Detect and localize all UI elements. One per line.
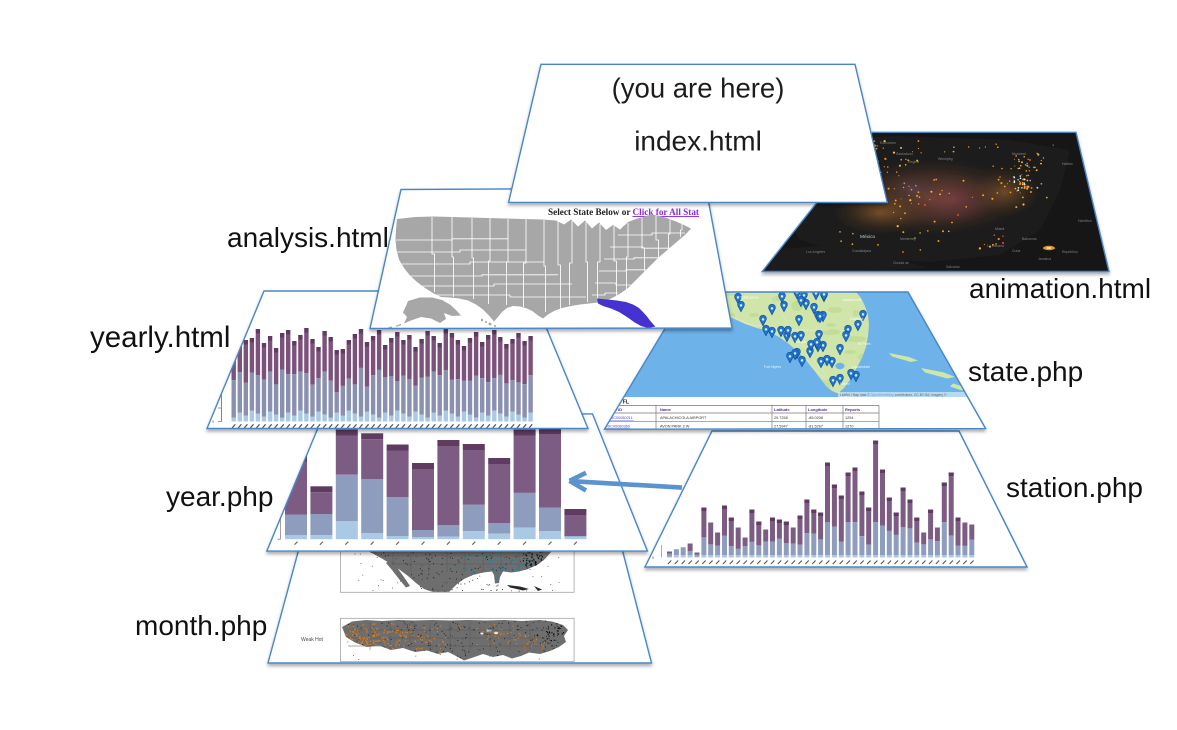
svg-text:0: 0 bbox=[212, 419, 215, 424]
svg-text:Montreal: Montreal bbox=[1012, 152, 1026, 156]
svg-text:Select State Below or Click fo: Select State Below or Click for All Stat bbox=[548, 207, 700, 217]
svg-text:(you are here): (you are here) bbox=[612, 73, 785, 104]
svg-text:Name: Name bbox=[660, 407, 672, 412]
svg-text:Leaflet | Map data © OpenStree: Leaflet | Map data © OpenStreetMap contr… bbox=[840, 393, 947, 397]
svg-text:Miami: Miami bbox=[840, 382, 850, 386]
svg-text:Guadalajara: Guadalajara bbox=[852, 249, 871, 253]
svg-text:AVON PARK 2 W: AVON PARK 2 W bbox=[660, 424, 690, 428]
svg-text:México: México bbox=[860, 234, 876, 240]
svg-text:Tallahassee: Tallahassee bbox=[740, 296, 759, 300]
svg-text:Lauderdale: Lauderdale bbox=[852, 365, 870, 369]
svg-text:Halifax: Halifax bbox=[1062, 162, 1073, 166]
svg-text:-85.0208: -85.0208 bbox=[808, 416, 823, 420]
svg-text:República: República bbox=[1062, 250, 1078, 254]
svg-text:Miami: Miami bbox=[995, 227, 1005, 231]
svg-text:1254: 1254 bbox=[845, 416, 853, 420]
svg-text:USC00080369: USC00080369 bbox=[605, 424, 630, 428]
svg-text:Cuba: Cuba bbox=[1012, 249, 1020, 253]
svg-text:-81.5267: -81.5267 bbox=[808, 424, 823, 428]
svg-text:Saskatoon: Saskatoon bbox=[896, 152, 913, 156]
svg-text:Los Angeles: Los Angeles bbox=[806, 250, 825, 254]
svg-text:Monterrey: Monterrey bbox=[900, 237, 916, 241]
svg-text:1270: 1270 bbox=[845, 424, 853, 428]
svg-text:state.php: state.php bbox=[968, 356, 1083, 387]
svg-text:Daytona: Daytona bbox=[850, 317, 863, 321]
svg-text:USC00080211.: USC00080211. bbox=[608, 416, 634, 420]
svg-text:animation.html: animation.html bbox=[969, 273, 1151, 304]
svg-text:Ciudad de: Ciudad de bbox=[893, 261, 909, 265]
svg-text:27.5947: 27.5947 bbox=[774, 424, 788, 428]
svg-text:Edmonton: Edmonton bbox=[880, 141, 896, 145]
svg-text:APALACHICOLA AIRPORT: APALACHICOLA AIRPORT bbox=[660, 416, 707, 420]
svg-text:Bahamas: Bahamas bbox=[1022, 237, 1037, 241]
svg-text:La Habana: La Habana bbox=[987, 244, 1004, 248]
svg-text:Jacksonville: Jacksonville bbox=[842, 298, 861, 302]
svg-text:Tampa: Tampa bbox=[795, 340, 806, 344]
svg-text:yearly.html: yearly.html bbox=[90, 321, 230, 354]
svg-text:Weak Hot: Weak Hot bbox=[301, 637, 323, 643]
svg-text:analysis.html: analysis.html bbox=[227, 222, 389, 253]
svg-text:Fort Myers: Fort Myers bbox=[764, 365, 781, 369]
svg-text:index.html: index.html bbox=[634, 126, 762, 157]
svg-text:month.php: month.php bbox=[135, 610, 267, 641]
svg-text:Hamilton: Hamilton bbox=[1078, 219, 1092, 223]
svg-text:Winnipeg: Winnipeg bbox=[938, 157, 953, 161]
svg-text:Reports: Reports bbox=[845, 407, 861, 412]
svg-text:0: 0 bbox=[652, 555, 655, 560]
svg-text:W Palm: W Palm bbox=[858, 342, 871, 346]
svg-text:Longitude: Longitude bbox=[808, 407, 828, 412]
svg-text:year.php: year.php bbox=[166, 481, 273, 512]
svg-text:Regina: Regina bbox=[908, 160, 919, 164]
svg-text:29.7258: 29.7258 bbox=[774, 416, 788, 420]
svg-text:Salvador: Salvador bbox=[946, 265, 961, 269]
svg-text:Jamaica: Jamaica bbox=[1038, 257, 1051, 261]
svg-text:station.php: station.php bbox=[1006, 472, 1143, 503]
svg-text:Latitude: Latitude bbox=[774, 407, 790, 412]
